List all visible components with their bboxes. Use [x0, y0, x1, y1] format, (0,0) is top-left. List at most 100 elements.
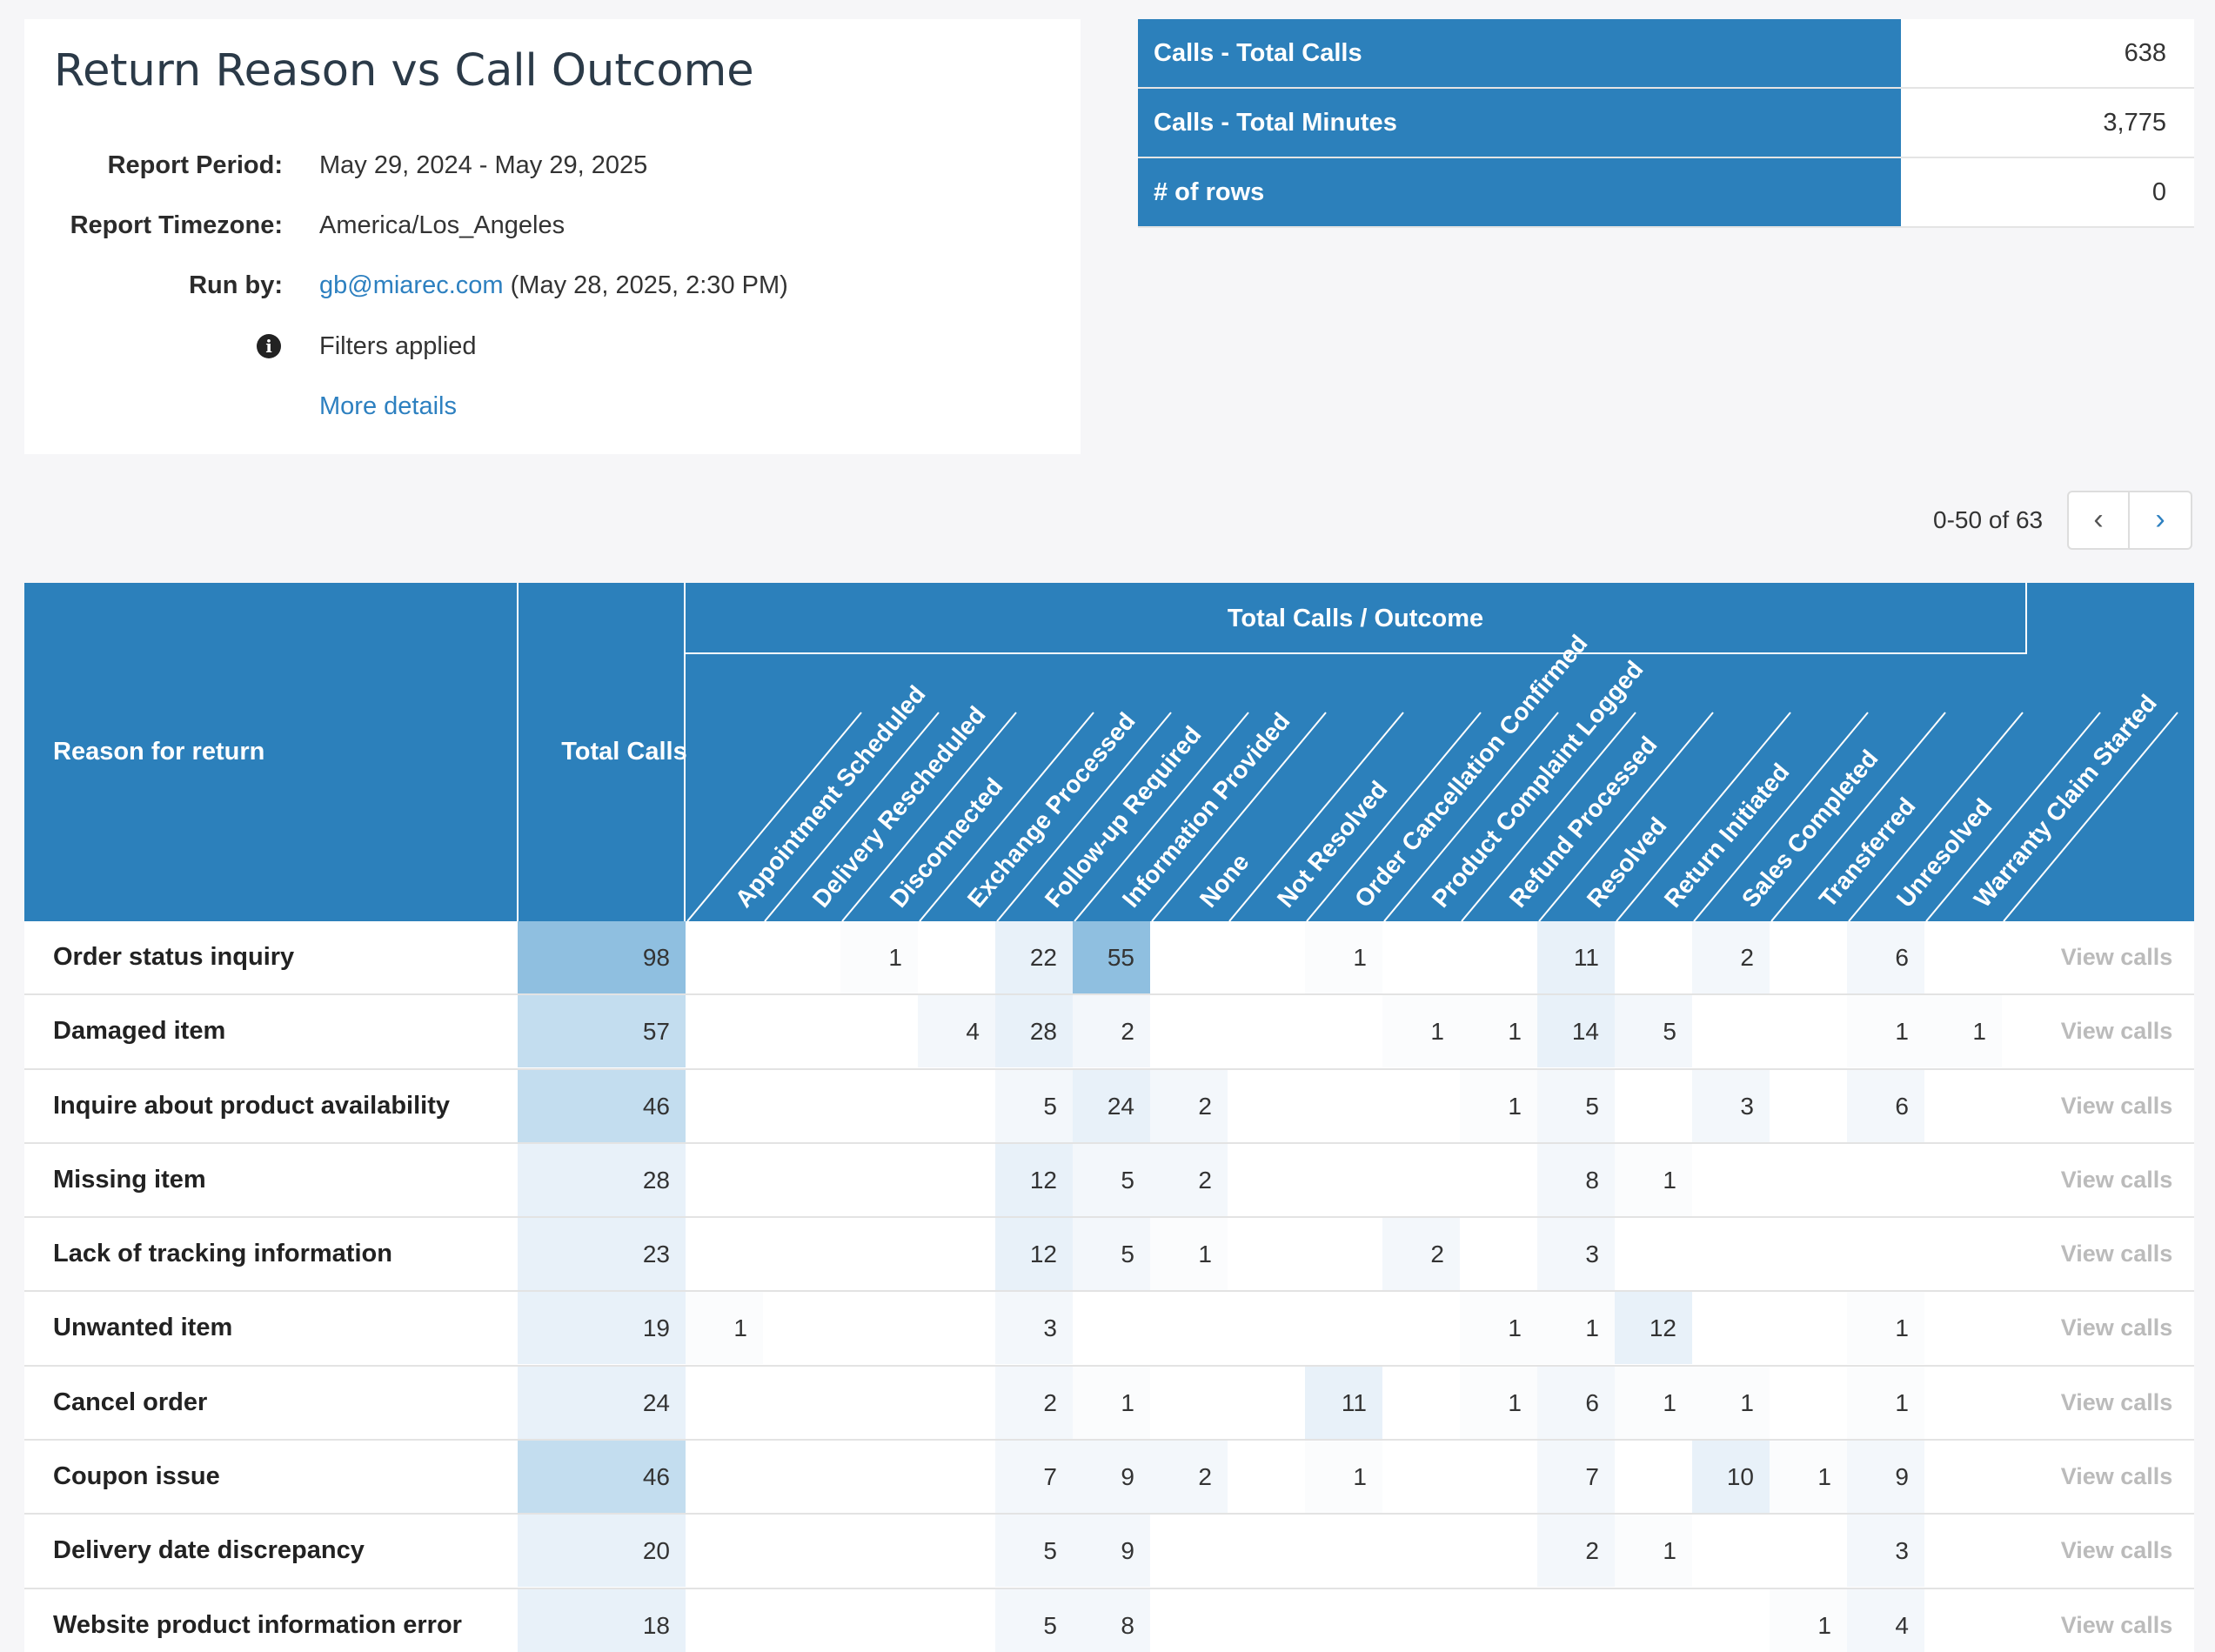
outcome-count-cell: 1	[1305, 921, 1382, 993]
outcome-count-cell: 6	[1847, 1069, 1924, 1142]
outcome-count-cell: 2	[1692, 921, 1770, 993]
summary-label: # of rows	[1138, 158, 1901, 226]
total-calls-cell: 57	[518, 995, 686, 1068]
outcome-divider	[1538, 712, 1714, 921]
view-calls-link[interactable]: View calls	[2060, 1537, 2173, 1564]
outcome-count-cell: 1	[1615, 1143, 1692, 1216]
outcome-count-cell	[763, 995, 840, 1068]
more-details-link[interactable]: More details	[319, 392, 457, 420]
outcome-count-cell	[1228, 995, 1305, 1068]
table-row: Damaged item 57 4 28 2 1 1 14 5 1 1 View calls	[24, 995, 2194, 1070]
view-calls-link[interactable]: View calls	[2060, 1314, 2173, 1341]
outcome-count-cell: 1	[1537, 1292, 1615, 1365]
outcome-count-cell: 24	[1073, 1069, 1150, 1142]
outcome-count-cell	[1924, 1069, 2002, 1142]
outcome-count-cell: 1	[1847, 995, 1924, 1068]
next-page-button[interactable]: ›	[2130, 491, 2192, 550]
outcome-column-header[interactable]: Follow-up Required	[1040, 721, 1207, 913]
table-row: Order status inquiry 98 1 22 55 1 11 2 6 View cal…	[24, 921, 2194, 996]
total-calls-cell: 18	[518, 1588, 686, 1652]
outcome-count-cell	[1924, 1441, 2002, 1514]
outcome-count-cell	[1460, 1588, 1537, 1652]
outcome-divider	[1770, 712, 1946, 921]
view-calls-link[interactable]: View calls	[2060, 1463, 2173, 1490]
outcome-count-cell	[1770, 995, 1847, 1068]
outcome-column-header[interactable]: Warranty Claim Started	[1969, 690, 2162, 913]
outcome-count-cell: 5	[995, 1069, 1073, 1142]
view-calls-link[interactable]: View calls	[2060, 1018, 2173, 1045]
total-calls-column-header[interactable]: Total Calls	[561, 738, 687, 766]
chevron-left-icon: ‹	[2093, 503, 2104, 536]
outcome-count-cell	[1382, 1069, 1460, 1142]
outcome-count-cell: 1	[1073, 1366, 1150, 1439]
reason-cell: Delivery date discrepancy	[53, 1536, 365, 1565]
outcome-divider	[1306, 712, 1482, 921]
header-separator	[684, 583, 686, 921]
view-calls-link[interactable]: View calls	[2060, 1092, 2173, 1119]
view-calls-link[interactable]: View calls	[2060, 944, 2173, 970]
outcome-count-cell: 22	[995, 921, 1073, 993]
outcome-count-cell	[840, 1515, 918, 1588]
outcome-count-cell	[1924, 1515, 2002, 1588]
table-header: Reason for return Total Calls Total Call…	[24, 583, 2194, 921]
outcome-count-cell	[840, 1069, 918, 1142]
outcome-count-cell	[1305, 1143, 1382, 1216]
reason-column-header[interactable]: Reason for return	[53, 738, 265, 766]
outcome-count-cell	[763, 1441, 840, 1514]
outcome-count-cell	[840, 1218, 918, 1291]
outcome-count-cell	[1150, 1366, 1228, 1439]
outcome-count-cell	[1460, 1441, 1537, 1514]
outcome-count-cell: 7	[995, 1441, 1073, 1514]
run-by-label: Run by:	[189, 271, 283, 299]
outcome-count-cell	[1305, 1218, 1382, 1291]
summary-table: Calls - Total Calls 638 Calls - Total Minu…	[1138, 19, 2194, 228]
view-calls-link[interactable]: View calls	[2060, 1611, 2173, 1638]
outcome-count-cell	[840, 1588, 918, 1652]
outcome-count-cell	[686, 1441, 763, 1514]
view-calls-link[interactable]: View calls	[2060, 1241, 2173, 1267]
outcome-count-cell: 12	[995, 1143, 1073, 1216]
run-by-email-link[interactable]: gb@miarec.com	[319, 271, 504, 299]
outcome-count-cell	[918, 921, 995, 993]
previous-page-button[interactable]: ‹	[2067, 491, 2130, 550]
summary-label: Calls - Total Minutes	[1138, 89, 1901, 157]
report-period-label: Report Period:	[107, 151, 283, 179]
outcome-count-cell	[1228, 1292, 1305, 1365]
outcome-count-cell	[1305, 995, 1382, 1068]
outcome-count-cell	[1150, 921, 1228, 993]
report-period-value: May 29, 2024 - May 29, 2025	[319, 151, 648, 179]
view-calls-link[interactable]: View calls	[2060, 1166, 2173, 1193]
outcome-count-cell	[918, 1143, 995, 1216]
outcome-count-cell	[1615, 1588, 1692, 1652]
table-row: Unwanted item 19 1 3 1 1 12 1 View calls	[24, 1292, 2194, 1367]
outcome-column-header[interactable]: Refund Processed	[1504, 732, 1663, 913]
outcome-column-header[interactable]: Sales Completed	[1737, 745, 1884, 913]
total-calls-cell: 20	[518, 1515, 686, 1588]
outcome-count-cell: 12	[1615, 1292, 1692, 1365]
summary-row: Calls - Total Calls 638	[1138, 19, 2194, 89]
outcome-divider	[1616, 712, 1791, 921]
view-calls-link[interactable]: View calls	[2060, 1388, 2173, 1415]
info-icon[interactable]: i	[257, 334, 281, 358]
outcome-count-cell: 1	[1305, 1441, 1382, 1514]
outcome-count-cell	[1615, 1069, 1692, 1142]
outcome-count-cell: 1	[1770, 1441, 1847, 1514]
outcome-count-cell	[1924, 1292, 2002, 1365]
outcome-count-cell	[1692, 1515, 1770, 1588]
outcome-count-cell: 3	[995, 1292, 1073, 1365]
outcome-count-cell	[1460, 921, 1537, 993]
outcome-count-cell	[1305, 1069, 1382, 1142]
summary-row: Calls - Total Minutes 3,775	[1138, 89, 2194, 158]
table-row: Lack of tracking information 23 12 5 1 2 3 View…	[24, 1218, 2194, 1293]
outcome-count-cell	[1615, 921, 1692, 993]
outcome-count-cell	[918, 1218, 995, 1291]
outcome-count-cell: 1	[1460, 1069, 1537, 1142]
summary-row: # of rows 0	[1138, 158, 2194, 228]
outcome-divider	[919, 712, 1094, 921]
outcome-count-cell: 2	[1073, 995, 1150, 1068]
outcome-count-cell: 1	[1615, 1366, 1692, 1439]
reason-cell: Missing item	[53, 1165, 206, 1194]
reason-cell: Website product information error	[53, 1610, 462, 1639]
outcome-count-cell	[1228, 1143, 1305, 1216]
outcome-count-cell: 9	[1073, 1441, 1150, 1514]
